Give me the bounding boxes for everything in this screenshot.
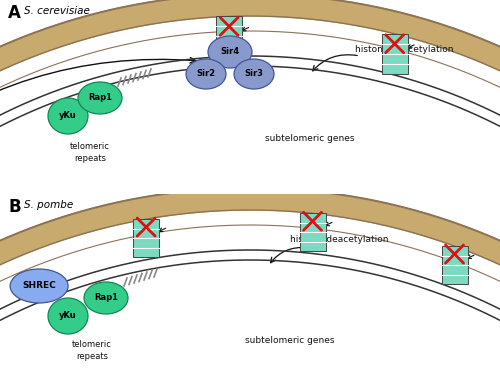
Text: histone deacetylation: histone deacetylation: [290, 236, 388, 244]
Bar: [216, 16, 242, 56]
Ellipse shape: [186, 59, 226, 89]
Text: yKu: yKu: [59, 111, 77, 121]
Text: Sir4: Sir4: [220, 47, 240, 57]
Text: repeats: repeats: [76, 352, 108, 361]
Polygon shape: [0, 188, 500, 388]
Ellipse shape: [234, 59, 274, 89]
Text: A: A: [8, 4, 21, 22]
Bar: [382, 34, 407, 74]
Text: yKu: yKu: [59, 312, 77, 320]
Text: SHREC: SHREC: [22, 282, 56, 291]
Ellipse shape: [208, 36, 252, 68]
Text: telomeric: telomeric: [70, 142, 110, 151]
Text: B: B: [8, 198, 20, 216]
Text: Sir3: Sir3: [244, 69, 264, 78]
Text: Sir2: Sir2: [196, 69, 216, 78]
Text: subtelomeric genes: subtelomeric genes: [265, 134, 355, 143]
Text: Rap1: Rap1: [94, 293, 118, 303]
Bar: [133, 219, 159, 257]
Ellipse shape: [78, 82, 122, 114]
Text: Rap1: Rap1: [88, 94, 112, 102]
Text: subtelomeric genes: subtelomeric genes: [245, 336, 335, 345]
Text: repeats: repeats: [74, 154, 106, 163]
Text: S. pombe: S. pombe: [24, 200, 73, 210]
Text: telomeric: telomeric: [72, 340, 112, 349]
Bar: [442, 246, 468, 284]
Ellipse shape: [48, 98, 88, 134]
Ellipse shape: [48, 298, 88, 334]
Bar: [300, 213, 326, 251]
Ellipse shape: [10, 269, 68, 303]
Polygon shape: [0, 0, 500, 315]
Text: S. cerevisiae: S. cerevisiae: [24, 6, 90, 16]
Ellipse shape: [84, 282, 128, 314]
Text: histone deacetylation: histone deacetylation: [355, 45, 454, 54]
